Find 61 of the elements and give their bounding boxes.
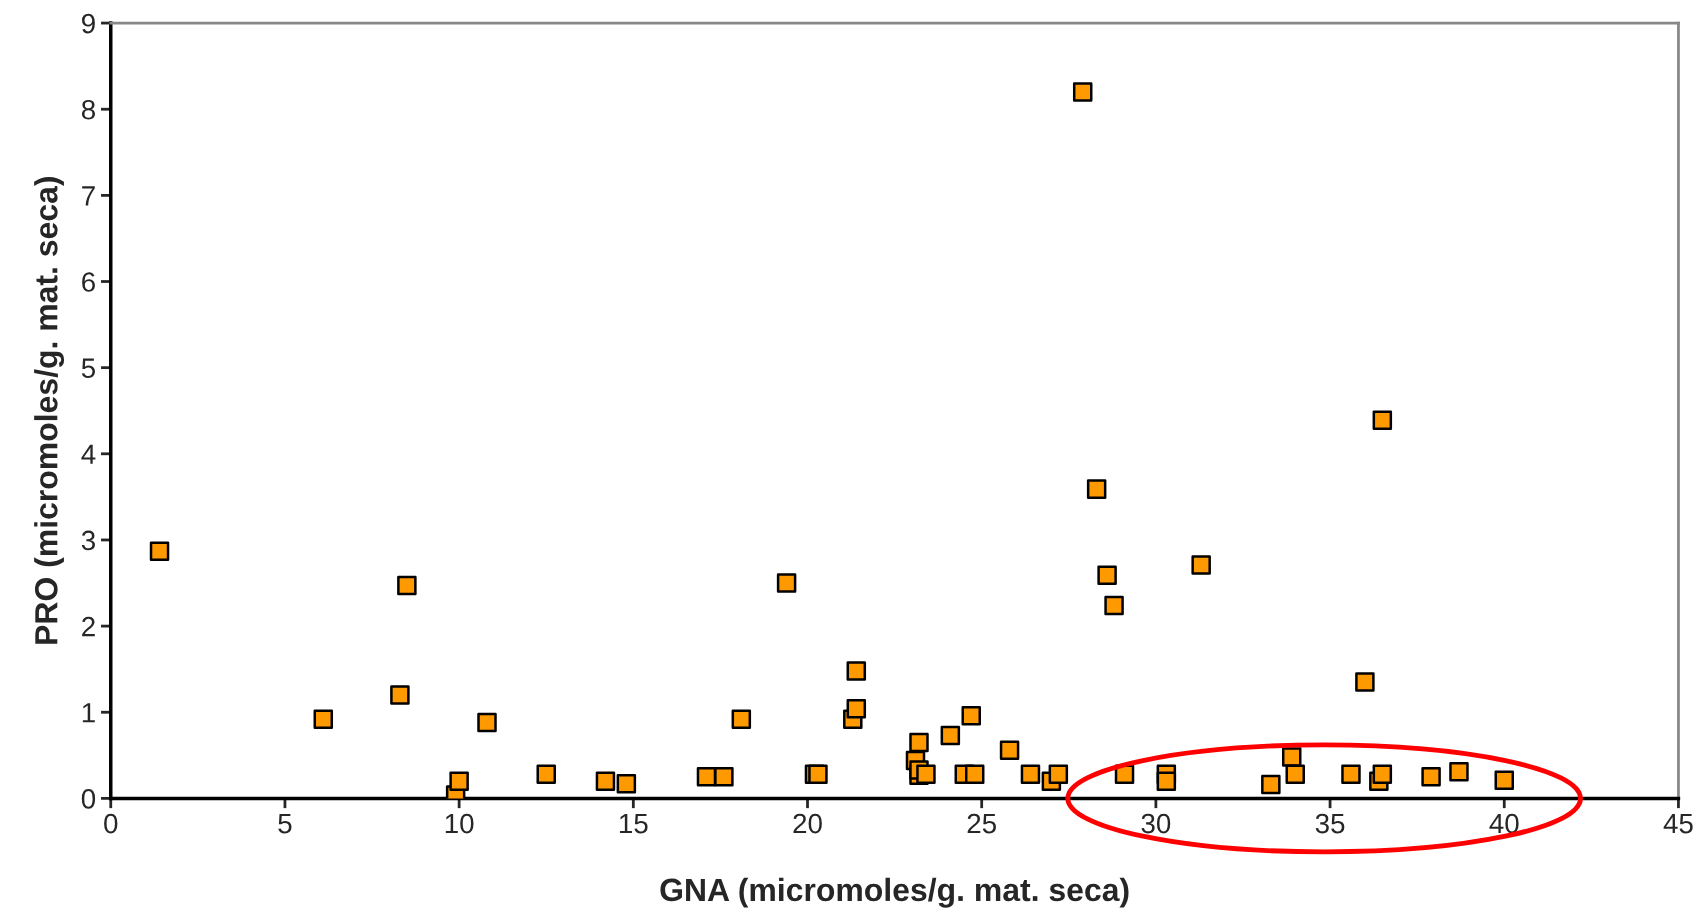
point <box>1191 555 1211 575</box>
x-tick-label: 15 <box>619 814 648 834</box>
y-tick-label: 7 <box>82 186 95 206</box>
y-tick-label: 4 <box>81 444 96 464</box>
point <box>1355 672 1375 692</box>
point <box>1494 770 1515 791</box>
x-tick-label: 40 <box>1489 813 1519 834</box>
y-tick-label: 2 <box>82 616 95 637</box>
x-tick-label: 45 <box>1663 814 1693 834</box>
point <box>846 699 867 719</box>
y-tick-label: 9 <box>82 13 95 34</box>
point <box>1072 82 1093 102</box>
point <box>449 771 469 791</box>
y-tick-label: 3 <box>81 530 95 551</box>
y-tick-label: 0 <box>81 789 96 809</box>
point <box>909 732 929 753</box>
y-axis-title: PRO (micromoles/g. mat. seca) <box>34 177 65 644</box>
point <box>1097 565 1117 586</box>
point <box>1372 410 1393 430</box>
x-tick-label: 10 <box>445 813 474 834</box>
point <box>1020 764 1041 785</box>
point <box>1261 774 1281 795</box>
point <box>149 541 170 561</box>
point <box>313 709 334 729</box>
x-tick-label: 5 <box>278 814 292 834</box>
point <box>397 575 417 596</box>
x-tick-label: 0 <box>104 813 118 834</box>
y-tick-label: 6 <box>82 272 95 292</box>
x-tick-label: 20 <box>793 813 822 834</box>
point <box>1341 764 1361 785</box>
point <box>714 767 734 787</box>
y-tick-label: 8 <box>81 99 95 120</box>
point <box>776 573 797 593</box>
point <box>1372 764 1393 785</box>
point <box>1285 764 1305 785</box>
x-tick-label: 35 <box>1315 813 1345 834</box>
point <box>964 764 985 785</box>
point <box>1421 767 1441 787</box>
point <box>846 661 867 681</box>
point <box>1281 747 1302 767</box>
x-tick-label: 25 <box>967 813 996 834</box>
point <box>916 764 936 785</box>
point <box>940 725 961 746</box>
point <box>390 685 410 705</box>
point <box>616 773 637 794</box>
x-tick-label: 30 <box>1141 813 1171 834</box>
point <box>1086 479 1107 499</box>
point <box>477 712 497 733</box>
point <box>595 771 616 791</box>
point <box>536 764 556 785</box>
y-tick-label: 5 <box>81 358 96 378</box>
point <box>1048 764 1069 785</box>
point <box>999 740 1020 760</box>
point <box>696 767 717 787</box>
point <box>1449 761 1469 782</box>
point <box>1156 771 1177 791</box>
point <box>961 705 981 726</box>
y-tick-label: 1 <box>82 703 95 723</box>
point <box>731 709 752 729</box>
x-axis-title: GNA (micromoles/g. mat. seca) <box>660 877 1129 908</box>
point <box>1104 595 1124 616</box>
